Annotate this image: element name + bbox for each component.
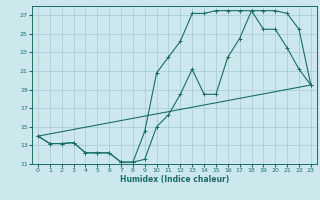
X-axis label: Humidex (Indice chaleur): Humidex (Indice chaleur)	[120, 175, 229, 184]
